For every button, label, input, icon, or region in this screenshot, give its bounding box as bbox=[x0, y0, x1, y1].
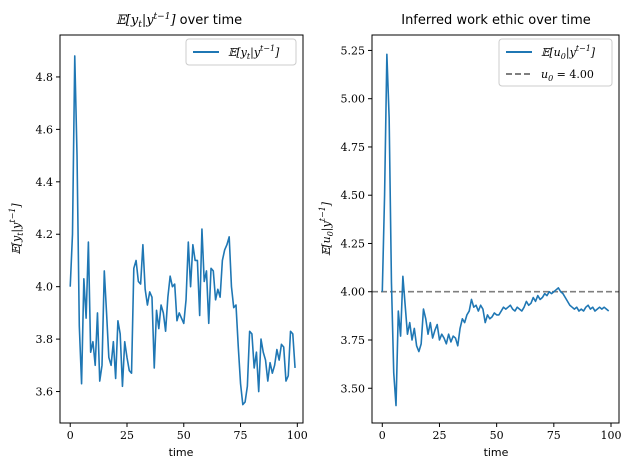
right-ytick-label: 4.25 bbox=[341, 237, 366, 250]
right-xlabel: time bbox=[484, 446, 509, 459]
right-series-line bbox=[381, 53, 610, 407]
left-xtick-label: 100 bbox=[287, 429, 308, 442]
left-ytick-label: 3.6 bbox=[36, 386, 54, 399]
right-axes-frame bbox=[371, 34, 620, 424]
left-axes-frame bbox=[59, 34, 304, 424]
left-xtick-label: 75 bbox=[234, 429, 248, 442]
left-series-line bbox=[69, 55, 296, 406]
left-ytick-label: 4.6 bbox=[36, 123, 54, 136]
left-xlabel: time bbox=[169, 446, 194, 459]
right-ytick-label: 5.25 bbox=[341, 44, 366, 57]
left-plot-area: 0 25 50 75 100 3.6 3.8 4.0 4.2 4.4 4.6 4.8 bbox=[36, 55, 308, 442]
right-ytick-label: 3.75 bbox=[341, 334, 366, 347]
left-ylabel: 𝔼[yt|yt−1] bbox=[8, 203, 25, 255]
left-ytick-label: 4.4 bbox=[36, 176, 54, 189]
right-ytick-label: 3.50 bbox=[341, 382, 366, 395]
left-xtick-label: 25 bbox=[120, 429, 134, 442]
right-ytick-label: 4.00 bbox=[341, 286, 366, 299]
left-legend-label: 𝔼[yt|yt−1] bbox=[228, 44, 280, 61]
right-xtick-label: 25 bbox=[432, 429, 446, 442]
left-legend: 𝔼[yt|yt−1] bbox=[185, 38, 297, 66]
right-xtick-label: 0 bbox=[379, 429, 386, 442]
left-ytick-label: 3.8 bbox=[36, 333, 54, 346]
left-ytick-label: 4.0 bbox=[36, 281, 54, 294]
right-chart-title: Inferred work ethic over time bbox=[401, 13, 591, 28]
right-chart: Inferred work ethic over time 0 25 50 75 100… bbox=[318, 13, 621, 459]
right-ytick-label: 4.75 bbox=[341, 141, 366, 154]
left-chart-title: 𝔼[yt|yt−1] over time bbox=[116, 12, 242, 30]
left-chart: 𝔼[yt|yt−1] over time 0 25 50 75 100 3.6 3.8 4.0… bbox=[8, 12, 308, 459]
right-ytick-label: 4.50 bbox=[341, 189, 366, 202]
right-plot-area: 0 25 50 75 100 3.50 3.75 4.00 4.25 4.50 4.75 5.00 5.… bbox=[341, 44, 622, 442]
right-legend-label-series: 𝔼[u0|yt−1] bbox=[541, 44, 596, 61]
left-xtick-label: 50 bbox=[177, 429, 191, 442]
left-xtick-label: 0 bbox=[67, 429, 74, 442]
left-ytick-label: 4.2 bbox=[36, 228, 54, 241]
right-legend-label-reference: u0 = 4.00 bbox=[541, 68, 594, 83]
left-ytick-label: 4.8 bbox=[36, 71, 54, 84]
right-ytick-label: 5.00 bbox=[341, 93, 366, 106]
right-ylabel: 𝔼[u0|yt−1] bbox=[318, 201, 335, 256]
right-legend: 𝔼[u0|yt−1] u0 = 4.00 bbox=[498, 38, 613, 87]
right-xtick-label: 75 bbox=[547, 429, 561, 442]
right-xtick-label: 100 bbox=[600, 429, 621, 442]
right-xtick-label: 50 bbox=[490, 429, 504, 442]
left-legend-box bbox=[185, 38, 297, 66]
